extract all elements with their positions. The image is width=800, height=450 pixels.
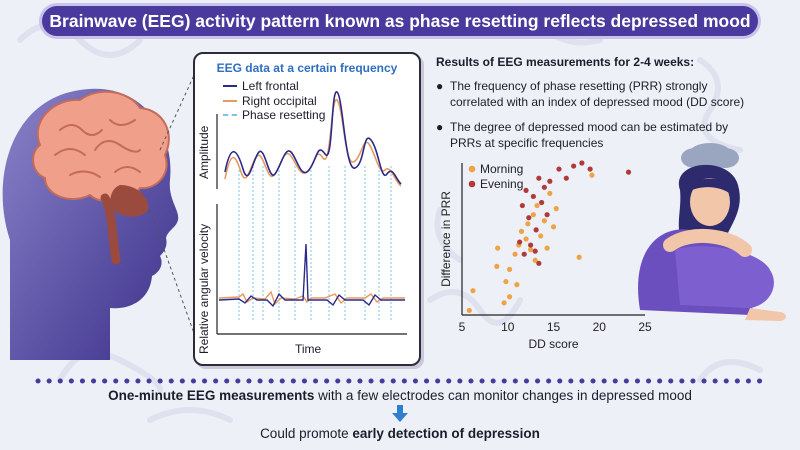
time-axis-label: Time [295,342,322,356]
bottom-statement: One-minute EEG measurements with a few e… [108,388,692,403]
scatter-point-morning [553,206,559,212]
scatter-point-morning [506,266,513,272]
x-tick-label: 15 [547,320,561,334]
scatter-point-evening [521,251,527,257]
bullet-icon: ● [436,120,444,134]
scatter-point-morning [544,245,550,251]
scatter-point-evening [579,160,585,166]
scatter-point-evening [536,260,542,266]
brain-icon [32,90,170,265]
scatter-point-morning [501,300,507,306]
legend-item-phase-resetting: Phase resetting [223,108,325,123]
legend-label: Left frontal [242,79,299,93]
scatter-point-evening [539,199,545,206]
scatter-point-morning [550,224,557,230]
scatter-point-evening [528,242,534,248]
bullet-icon: ● [436,79,444,93]
scatter-legend-marker [468,165,476,173]
legend-item-left-frontal: Left frontal [223,79,325,94]
scatter-point-morning [523,236,529,242]
scatter-point-evening [526,215,532,221]
eeg-panel: EEG data at a certain frequency Left fro… [193,52,421,366]
scatter-point-evening [530,193,536,200]
results-bullet: ● The frequency of phase resetting (PRR)… [436,79,745,109]
legend-swatch-left-frontal [223,85,237,88]
scatter-point-evening [532,248,538,254]
legend-swatch-phase-resetting [223,114,237,117]
scatter-point-evening [541,184,547,190]
scatter-point-morning [532,257,538,263]
scatter-point-evening [587,166,593,172]
scatter-point-morning [589,172,595,178]
connector-line-bottom [149,209,201,351]
cloud-icon [681,143,739,168]
scatter-point-morning [525,221,531,227]
x-tick-label: 20 [593,320,607,334]
scatter-point-morning [530,212,536,218]
scatter-point-evening [556,166,562,172]
scatter-point-morning [470,288,476,294]
scatter-point-evening [571,163,577,169]
scatter-point-morning [576,254,582,260]
scatter-legend-marker [468,180,476,188]
scatter-point-evening [536,175,542,181]
scatter-point-morning [547,190,553,196]
x-tick-label: 10 [501,320,515,334]
x-tick-label: 5 [459,320,466,334]
left-frontal-velocity [218,243,405,308]
scatter-point-evening [517,239,523,245]
scatter-point-morning [538,233,544,239]
scatter-point-evening [625,169,632,175]
eeg-plot [216,91,407,335]
scatter-point-morning [503,278,509,285]
scatter-point-morning [466,307,472,314]
scatter-point-evening [533,227,539,233]
scatter-point-morning [528,247,534,253]
right-occipital-velocity [218,290,405,306]
scatter-x-axis-label: DD score [528,337,578,351]
scatter-point-evening [547,178,553,184]
legend-label: Phase resetting [242,108,326,122]
results-heading: Results of EEG measurements for 2-4 week… [436,55,695,69]
angular-velocity-axis-label: Relative angular velocity [197,223,211,354]
scatter-point-evening [563,175,569,181]
bottom-conclusion: Could promote early detection of depress… [260,426,540,441]
scatter-point-evening [523,187,529,193]
eeg-legend: Left frontal Right occipital Phase reset… [223,79,325,123]
sad-person-illustration [638,143,786,321]
scatter-point-morning [495,245,501,251]
left-frontal-trace [224,91,402,185]
scatter-point-evening [544,212,550,218]
legend-item-right-occipital: Right occipital [223,94,325,109]
scatter-point-morning [512,251,518,257]
dotted-divider [35,378,765,384]
scatter-point-morning [494,263,500,269]
scatter-point-morning [514,282,520,288]
scatter-point-morning [518,228,525,234]
scatter-chart: 5 10 15 20 25 DD score Difference in PRR Mornin… [440,160,652,351]
scatter-y-axis-label: Difference in PRR [440,191,453,287]
arrow-down-icon [392,405,408,422]
eeg-panel-title: EEG data at a certain frequency [216,61,398,75]
scatter-legend-label: Morning [480,162,523,176]
head-brain-illustration [2,61,201,360]
results-bullet: ● The degree of depressed mood can be es… [436,120,729,150]
scatter-point-morning [506,294,513,300]
scatter-point-evening [519,202,525,209]
legend-swatch-right-occipital [223,99,237,102]
x-tick-label: 25 [638,320,652,334]
scatter-point-morning [541,218,547,224]
scatter-point-morning [534,202,540,209]
page-title: Brainwave (EEG) activity pattern known a… [42,6,758,36]
scatter-legend-label: Evening [480,177,523,191]
legend-label: Right occipital [242,93,317,108]
amplitude-axis-label: Amplitude [197,125,211,179]
